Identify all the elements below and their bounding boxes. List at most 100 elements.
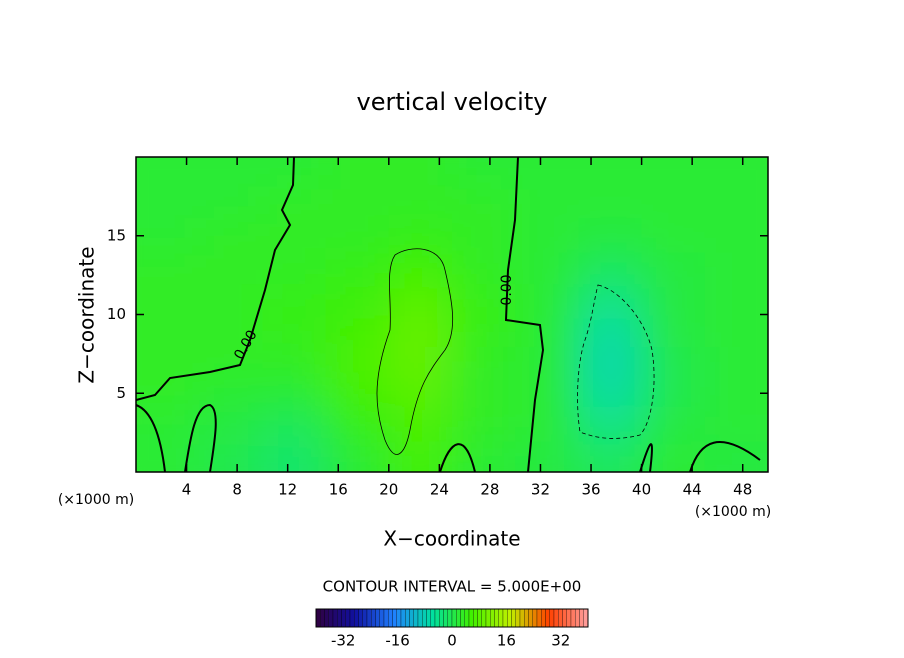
colorbar-swatch bbox=[337, 608, 342, 628]
colorbar-swatch bbox=[566, 608, 572, 628]
field-cell bbox=[578, 157, 643, 190]
field-cell bbox=[641, 409, 706, 442]
field-cell bbox=[452, 440, 517, 472]
cells bbox=[136, 157, 768, 472]
colorbar-swatch bbox=[579, 608, 584, 628]
field-cell bbox=[704, 440, 768, 472]
colorbar-swatch bbox=[422, 608, 427, 628]
colorbar-swatch bbox=[481, 608, 487, 628]
colorbar-swatch bbox=[575, 608, 580, 628]
field-cell bbox=[136, 346, 201, 379]
colorbar-tick-label: 16 bbox=[497, 632, 516, 650]
field-cell bbox=[199, 157, 264, 190]
field-cell bbox=[388, 188, 453, 221]
field-cell bbox=[325, 377, 390, 410]
colorbar-swatch bbox=[345, 608, 351, 628]
colorbar-swatch bbox=[460, 608, 465, 628]
colorbar-swatch bbox=[349, 608, 355, 628]
field-cell bbox=[704, 188, 768, 221]
colorbar-tick-label: -32 bbox=[331, 632, 356, 650]
field-cell bbox=[388, 346, 453, 379]
field-cell bbox=[199, 409, 264, 442]
contour-note: CONTOUR INTERVAL = 5.000E+00 bbox=[323, 578, 582, 596]
field-cell bbox=[325, 220, 390, 253]
field-cell bbox=[388, 314, 453, 347]
field-cell bbox=[641, 220, 706, 253]
field-cell bbox=[578, 251, 643, 284]
y-tick-label: 15 bbox=[107, 226, 126, 244]
colorbar-swatch bbox=[379, 608, 385, 628]
field-cell bbox=[262, 440, 327, 472]
colorbar-swatch bbox=[400, 608, 406, 628]
y-tick-label: 10 bbox=[107, 305, 126, 323]
colorbar-swatch bbox=[519, 608, 525, 628]
colorbar-swatch bbox=[562, 608, 567, 628]
field-cell bbox=[262, 283, 327, 316]
field-cell bbox=[325, 283, 390, 316]
colorbar-swatch bbox=[341, 608, 346, 628]
colorbar-frame bbox=[315, 608, 589, 628]
field-cell bbox=[452, 157, 517, 190]
colorbar-swatch bbox=[468, 608, 474, 628]
field-cell bbox=[199, 251, 264, 284]
colorbar-swatch bbox=[583, 608, 589, 628]
field-cell bbox=[704, 220, 768, 253]
y-tick-label: 5 bbox=[116, 384, 126, 402]
field-cell bbox=[515, 440, 580, 472]
colorbar-swatch bbox=[430, 608, 436, 628]
colorbar-swatch bbox=[536, 608, 542, 628]
field-cell bbox=[136, 220, 201, 253]
field-cell bbox=[325, 314, 390, 347]
field-cell bbox=[199, 440, 264, 472]
colorbar-swatch bbox=[498, 608, 504, 628]
field-cell bbox=[641, 346, 706, 379]
field-cell bbox=[515, 251, 580, 284]
field-cell bbox=[704, 283, 768, 316]
field-cell bbox=[325, 157, 390, 190]
field-cell bbox=[388, 251, 453, 284]
colorbar bbox=[315, 608, 589, 628]
contour-line bbox=[136, 403, 761, 472]
field-cell bbox=[136, 251, 201, 284]
field-cell bbox=[515, 314, 580, 347]
field-cell bbox=[704, 251, 768, 284]
field-cell bbox=[641, 283, 706, 316]
colorbar-swatch bbox=[354, 608, 359, 628]
field-cell bbox=[578, 377, 643, 410]
colorbar-swatch bbox=[413, 608, 419, 628]
field-cell bbox=[262, 188, 327, 221]
field-cell bbox=[136, 314, 201, 347]
colorbar-swatch bbox=[366, 608, 372, 628]
colorbar-swatch bbox=[464, 608, 470, 628]
colorbar-swatch bbox=[451, 608, 457, 628]
field-cell bbox=[704, 314, 768, 347]
colorbar-swatch bbox=[502, 608, 508, 628]
x-tick-label: 36 bbox=[581, 481, 600, 499]
field-cell bbox=[325, 409, 390, 442]
colorbar-swatch bbox=[558, 608, 563, 628]
x-tick-label: 44 bbox=[683, 481, 702, 499]
colorbar-swatch bbox=[375, 608, 380, 628]
field-cell bbox=[641, 157, 706, 190]
field-cell bbox=[578, 314, 643, 347]
contour-line bbox=[376, 248, 454, 455]
field-cell bbox=[515, 188, 580, 221]
field-cell bbox=[641, 251, 706, 284]
colorbar-tick-label: 32 bbox=[551, 632, 570, 650]
colorbar-swatch bbox=[358, 608, 363, 628]
field-cell bbox=[262, 220, 327, 253]
field-cell bbox=[262, 251, 327, 284]
field-cell bbox=[325, 440, 390, 472]
field-cell bbox=[325, 346, 390, 379]
chart-title: vertical velocity bbox=[357, 88, 548, 116]
field-cell bbox=[199, 283, 264, 316]
x-tick-label: 16 bbox=[329, 481, 348, 499]
field-cell bbox=[199, 220, 264, 253]
x-tick-label: 32 bbox=[531, 481, 550, 499]
field-cell bbox=[388, 409, 453, 442]
colorbar-tick-label: -16 bbox=[385, 632, 410, 650]
x-tick-label: 20 bbox=[379, 481, 398, 499]
x-tick-label: 28 bbox=[480, 481, 499, 499]
field-cell bbox=[452, 220, 517, 253]
